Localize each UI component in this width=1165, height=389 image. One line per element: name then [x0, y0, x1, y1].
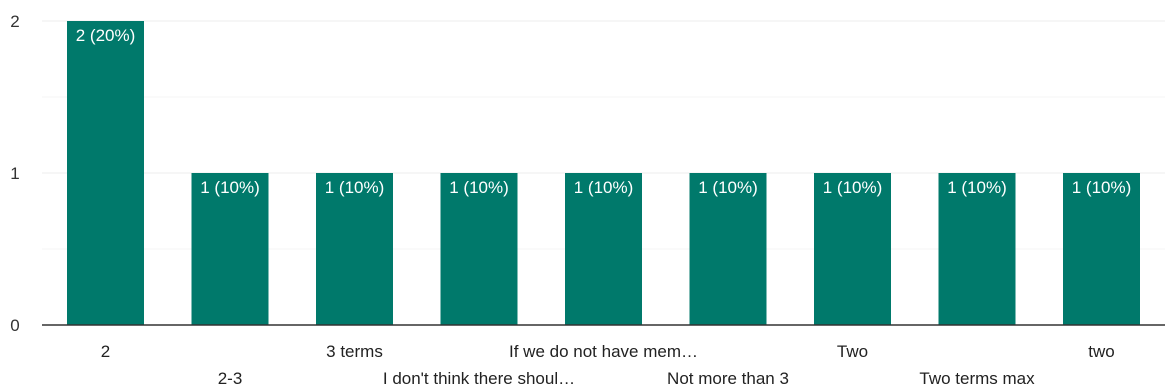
bars	[67, 21, 1140, 325]
data-label: 1 (10%)	[574, 178, 634, 197]
bar-4	[440, 173, 518, 325]
bar-8	[938, 173, 1016, 325]
data-label: 1 (10%)	[1072, 178, 1132, 197]
y-tick-label: 0	[10, 316, 19, 335]
x-category-label: 2-3	[218, 369, 243, 388]
data-label: 1 (10%)	[449, 178, 509, 197]
x-category-label: If we do not have mem…	[509, 342, 698, 361]
data-labels: 2 (20%) 1 (10%) 1 (10%) 1 (10%) 1 (10%) 1 (10…	[76, 26, 1132, 197]
y-axis-ticks: 0 1 2	[10, 12, 19, 335]
data-label: 1 (10%)	[325, 178, 385, 197]
y-tick-label: 1	[10, 164, 19, 183]
bar-7	[814, 173, 891, 325]
data-label: 1 (10%)	[947, 178, 1007, 197]
data-label: 1 (10%)	[823, 178, 883, 197]
x-category-label: Not more than 3	[667, 369, 789, 388]
x-category-label: Two terms max	[919, 369, 1035, 388]
bar-5	[565, 173, 642, 325]
x-category-label: 3 terms	[326, 342, 383, 361]
x-category-label: Two	[837, 342, 868, 361]
bar-1	[67, 21, 144, 325]
bar-6	[689, 173, 767, 325]
bar-9	[1063, 173, 1140, 325]
data-label: 2 (20%)	[76, 26, 136, 45]
data-label: 1 (10%)	[200, 178, 260, 197]
x-category-label: two	[1088, 342, 1114, 361]
bar-3	[316, 173, 393, 325]
x-category-label: I don't think there shoul…	[383, 369, 575, 388]
bar-2	[191, 173, 269, 325]
y-tick-label: 2	[10, 12, 19, 31]
data-label: 1 (10%)	[698, 178, 758, 197]
x-category-label: 2	[101, 342, 110, 361]
